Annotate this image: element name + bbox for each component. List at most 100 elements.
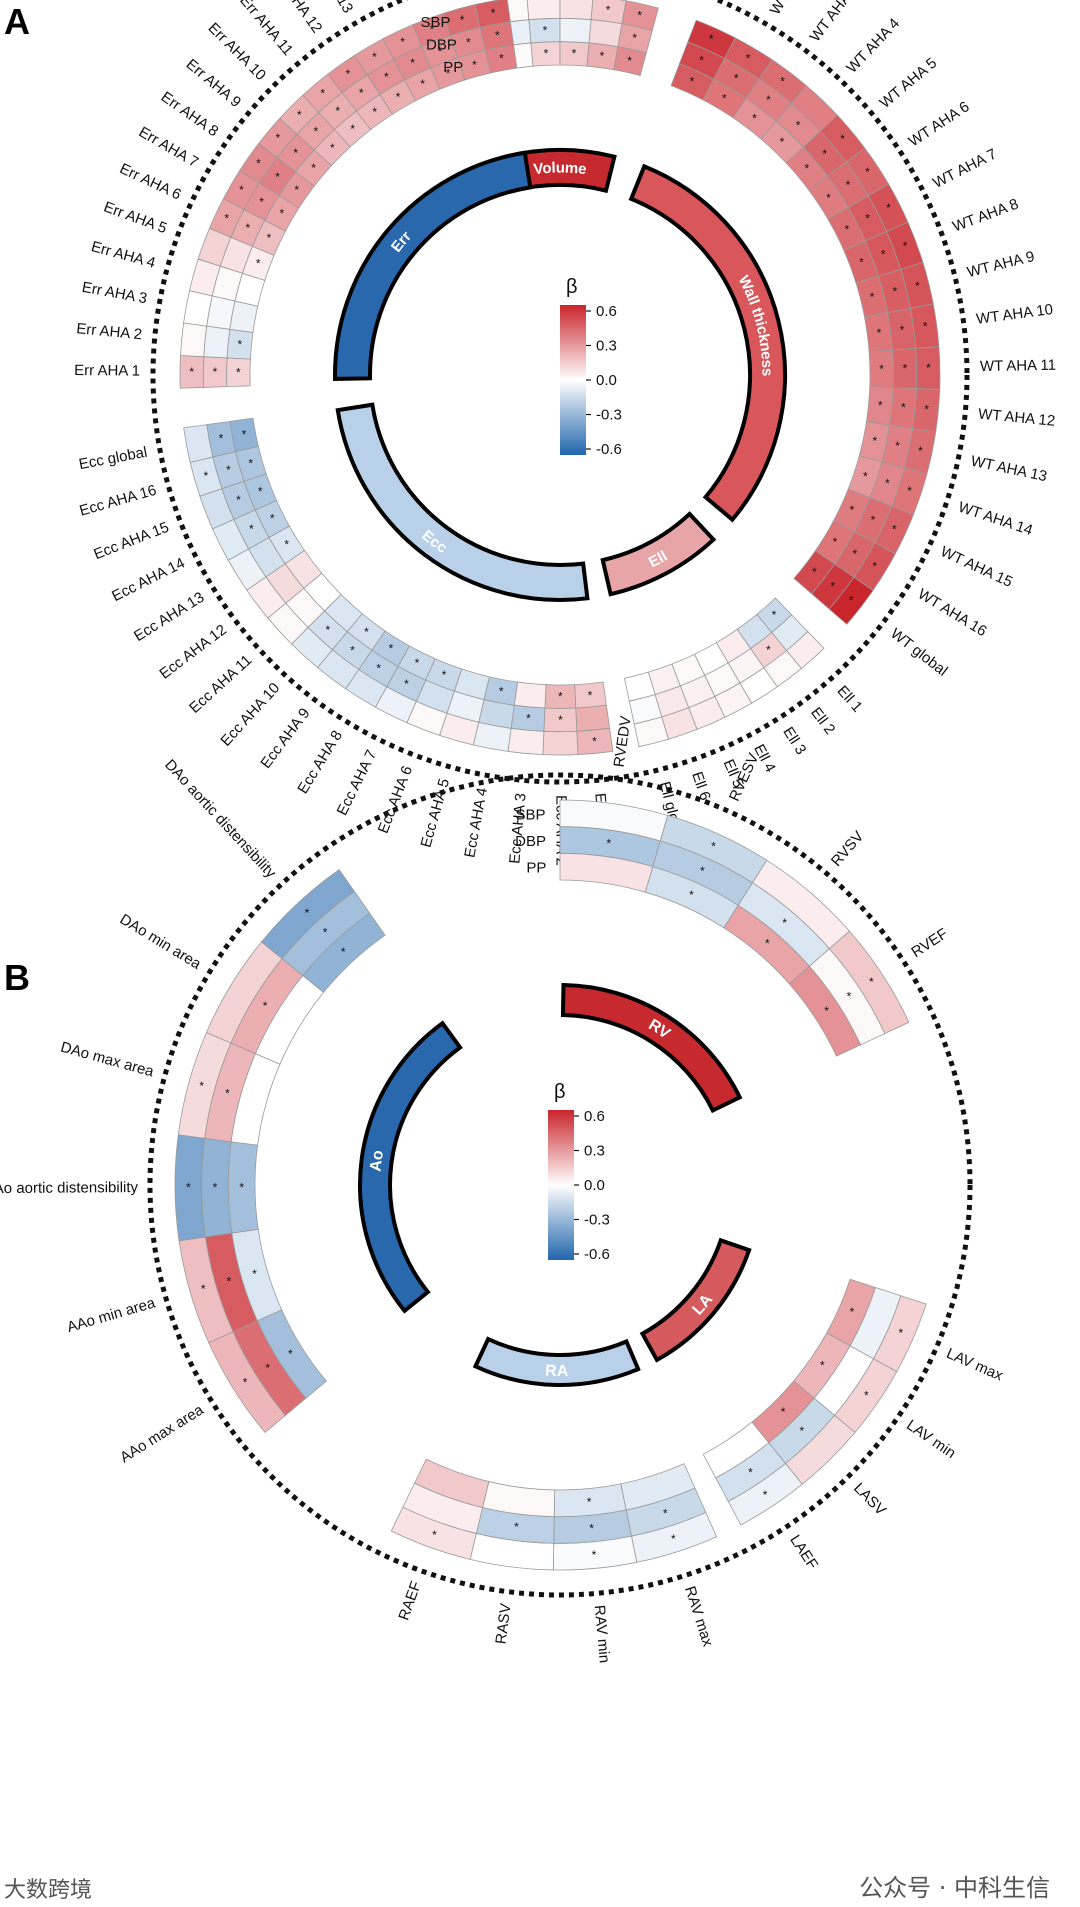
- significance-star: *: [558, 690, 563, 704]
- column-label-ell-2: Ell 2: [807, 704, 838, 738]
- significance-star: *: [350, 644, 355, 658]
- significance-star: *: [384, 70, 389, 84]
- significance-star: *: [341, 945, 346, 959]
- significance-star: *: [780, 135, 785, 149]
- significance-star: *: [763, 1488, 768, 1502]
- colorbar-tick-label: -0.3: [584, 1212, 610, 1229]
- significance-star: *: [782, 916, 787, 930]
- column-label-ecc-aha-15: Ecc AHA 15: [91, 519, 171, 563]
- column-label-wt-aha-14: WT AHA 14: [956, 499, 1035, 540]
- column-label-ecc-aha-14: Ecc AHA 14: [109, 555, 187, 606]
- heat-cell-volume-sbp-lvef: [559, 0, 594, 21]
- significance-star: *: [242, 427, 247, 441]
- significance-star: *: [850, 1305, 855, 1319]
- significance-star: *: [313, 124, 318, 138]
- significance-star: *: [900, 323, 905, 337]
- column-label-ecc-aha-13: Ecc AHA 13: [131, 589, 207, 645]
- significance-star: *: [430, 23, 435, 37]
- significance-star: *: [824, 1004, 829, 1018]
- column-label-lav-min: LAV min: [903, 1417, 958, 1462]
- column-label-wt-aha-11: WT AHA 11: [980, 357, 1056, 375]
- significance-star: *: [499, 52, 504, 66]
- significance-star: *: [311, 161, 316, 175]
- significance-star: *: [772, 608, 777, 622]
- column-label-wt-aha-6: WT AHA 6: [906, 98, 973, 150]
- column-label-err-aha-9: Err AHA 9: [183, 56, 244, 111]
- heat-cell-err-pp-err-aha-3: [229, 300, 259, 333]
- significance-star: *: [826, 191, 831, 205]
- significance-star: *: [849, 594, 854, 608]
- significance-star: *: [259, 195, 264, 209]
- significance-star: *: [199, 1079, 204, 1093]
- column-label-wt-aha-7: WT AHA 7: [930, 145, 999, 191]
- column-label-ecc-aha-4: Ecc AHA 4: [461, 786, 491, 859]
- column-label-lav-max: LAV max: [944, 1345, 1006, 1385]
- significance-star: *: [865, 212, 870, 226]
- significance-star: *: [372, 50, 377, 64]
- significance-star: *: [632, 31, 637, 45]
- significance-star: *: [709, 32, 714, 46]
- column-label-wt-aha-5: WT AHA 5: [877, 55, 941, 112]
- significance-star: *: [589, 1522, 594, 1536]
- group-wall-thickness: ****************************************…: [628, 0, 1056, 680]
- significance-star: *: [288, 1347, 293, 1361]
- significance-star: *: [558, 713, 563, 727]
- panel-b-circular-heatmap: *********RVEDVRVESVRVSVRVEFRV********LAV…: [0, 715, 1006, 1664]
- significance-star: *: [305, 906, 310, 920]
- significance-star: *: [606, 837, 611, 851]
- column-label-laef: LAEF: [786, 1532, 821, 1573]
- column-label-wt-aha-16: WT AHA 16: [915, 585, 990, 640]
- significance-star: *: [219, 432, 224, 446]
- significance-star: *: [864, 1389, 869, 1403]
- significance-star: *: [879, 362, 884, 376]
- heat-cell-ecc-dbp-ecc-aha-1: [575, 704, 611, 732]
- heat-cell-err-pp-err-global: [484, 44, 518, 74]
- significance-star: *: [376, 662, 381, 676]
- column-label-err-aha-3: Err AHA 3: [81, 279, 149, 308]
- colorbar-tick-label: -0.6: [596, 441, 622, 458]
- significance-star: *: [243, 1375, 248, 1389]
- row-label-dbp: DBP: [426, 36, 457, 53]
- heat-cell-ecc-sbp-ecc-aha-3: [507, 727, 545, 756]
- significance-star: *: [748, 1466, 753, 1480]
- significance-star: *: [400, 35, 405, 49]
- group-label-volume: Volume: [533, 159, 588, 178]
- significance-star: *: [270, 512, 275, 526]
- significance-star: *: [872, 559, 877, 573]
- significance-star: *: [543, 23, 548, 37]
- colorbar-tick-label: 0.0: [584, 1177, 605, 1194]
- significance-star: *: [700, 864, 705, 878]
- significance-star: *: [410, 56, 415, 70]
- significance-star: *: [711, 840, 716, 854]
- significance-star: *: [293, 146, 298, 160]
- column-label-wt-aha-9: WT AHA 9: [965, 248, 1036, 281]
- significance-star: *: [689, 888, 694, 902]
- significance-star: *: [847, 990, 852, 1004]
- heat-cell-ecc-sbp-ecc-aha-2: [542, 730, 579, 756]
- panel-a-circular-heatmap: **********LVEDVLVESVLVSVLVEFLVCOLVMVolum…: [74, 0, 1056, 866]
- significance-star: *: [335, 104, 340, 118]
- significance-star: *: [415, 656, 420, 670]
- panel-letter-a: A: [4, 1, 30, 42]
- significance-star: *: [226, 463, 231, 477]
- column-label-wt-aha-2: WT AHA 2: [767, 0, 817, 18]
- significance-star: *: [252, 1267, 257, 1281]
- group-band-wall-thickness: [628, 163, 787, 523]
- colorbar: [548, 1110, 574, 1260]
- significance-star: *: [446, 66, 451, 80]
- significance-star: *: [495, 29, 500, 43]
- significance-star: *: [236, 493, 241, 507]
- heat-cell-err-dbp-err-aha-2: [203, 325, 231, 359]
- significance-star: *: [734, 71, 739, 85]
- significance-star: *: [587, 1495, 592, 1509]
- significance-star: *: [249, 522, 254, 536]
- significance-star: *: [350, 122, 355, 136]
- significance-star: *: [865, 165, 870, 179]
- significance-star: *: [872, 434, 877, 448]
- significance-star: *: [820, 1358, 825, 1372]
- significance-star: *: [903, 239, 908, 253]
- column-label-ecc-global: Ecc global: [78, 444, 149, 473]
- column-label-rvedv: RVEDV: [611, 715, 635, 768]
- significance-star: *: [869, 975, 874, 989]
